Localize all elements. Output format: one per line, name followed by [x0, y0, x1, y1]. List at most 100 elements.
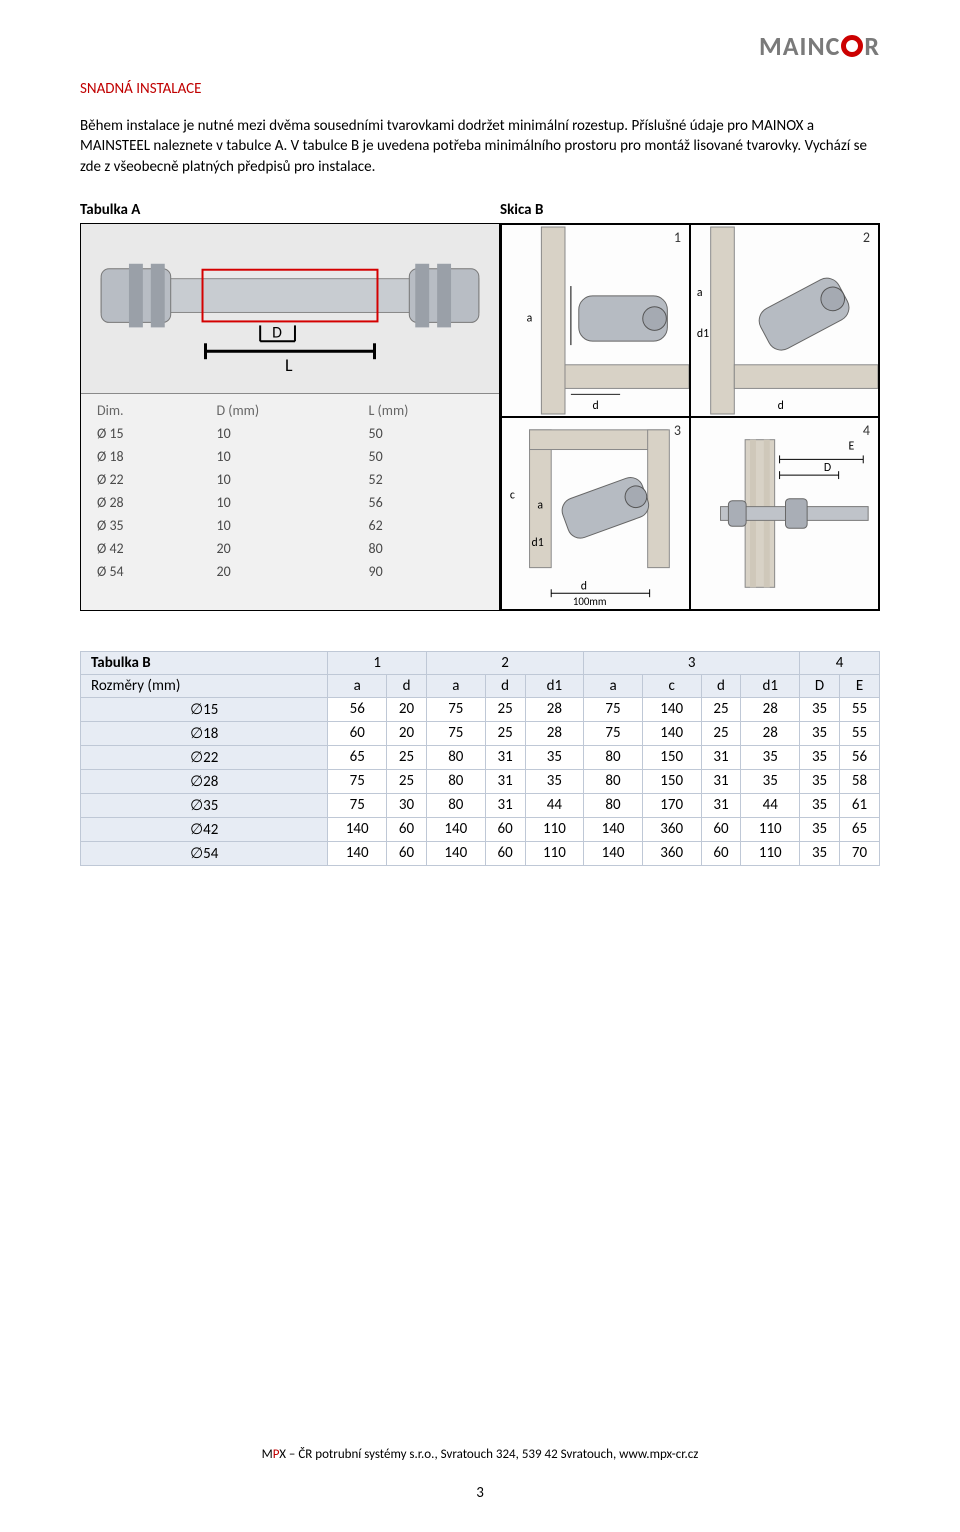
svg-text:D: D — [272, 323, 282, 342]
tabB-cell: 60 — [485, 841, 525, 865]
tabB-cell: 20 — [387, 721, 427, 745]
tabB-cell: 25 — [387, 769, 427, 793]
grp-4: 4 — [800, 651, 880, 674]
tabB-cell: 75 — [584, 697, 643, 721]
svg-text:d: d — [778, 399, 784, 413]
tabB-cell: 80 — [584, 745, 643, 769]
tabB-cell: 360 — [642, 841, 701, 865]
svg-text:a: a — [697, 286, 703, 300]
tabB-cell: 35 — [741, 769, 800, 793]
tabB-cell: 31 — [485, 793, 525, 817]
tabB-cell: 150 — [642, 745, 701, 769]
tabA-cell: Ø 22 — [81, 468, 200, 491]
tabB-cell: 75 — [584, 721, 643, 745]
tabB-cell: 25 — [485, 721, 525, 745]
tabA-cell: 80 — [353, 537, 500, 560]
tabB-cell: 25 — [701, 721, 741, 745]
svg-text:100mm: 100mm — [573, 595, 607, 608]
tabA-col-d: D (mm) — [200, 394, 352, 422]
tabB-cell: 35 — [800, 745, 840, 769]
svg-text:a: a — [537, 498, 543, 512]
tabB-cell: 25 — [485, 697, 525, 721]
pipe-drawing: D L — [81, 224, 499, 394]
tabB-cell: 60 — [701, 817, 741, 841]
footer-m: M — [262, 1447, 273, 1462]
tabB-cell: 25 — [387, 745, 427, 769]
tabB-dim: ∅28 — [81, 769, 328, 793]
tabA-cell: 62 — [353, 514, 500, 537]
tabB-cell: 150 — [642, 769, 701, 793]
tabulka-a-table: Dim. D (mm) L (mm) Ø 151050Ø 181050Ø 221… — [81, 394, 499, 583]
svg-text:d: d — [593, 399, 599, 413]
tabA-cell: 20 — [200, 537, 352, 560]
svg-text:d1: d1 — [532, 536, 544, 550]
tabA-col-dim: Dim. — [81, 394, 200, 422]
svg-text:d1: d1 — [697, 327, 709, 341]
tabB-cell: 140 — [427, 817, 486, 841]
tabB-cell: 35 — [800, 721, 840, 745]
tabB-cell: 44 — [741, 793, 800, 817]
section-title: SNADNÁ INSTALACE — [80, 80, 880, 98]
intro-paragraph: Během instalace je nutné mezi dvěma sous… — [80, 116, 880, 177]
tabB-cell: 140 — [328, 817, 387, 841]
tabB-cell: 65 — [328, 745, 387, 769]
tabB-cell: 80 — [427, 769, 486, 793]
tabB-dim: ∅15 — [81, 697, 328, 721]
tabB-cell: 75 — [427, 697, 486, 721]
tabB-cell: 60 — [387, 841, 427, 865]
tabA-cell: 10 — [200, 445, 352, 468]
tabB-cell: 35 — [800, 817, 840, 841]
tabB-cell: 44 — [525, 793, 584, 817]
tabB-cell: 140 — [328, 841, 387, 865]
brand-logo: MAINC R — [759, 30, 880, 62]
tabB-cell: 35 — [800, 769, 840, 793]
tabA-cell: 10 — [200, 514, 352, 537]
svg-text:a: a — [527, 311, 533, 325]
tabA-cell: 10 — [200, 468, 352, 491]
skica-num-2: 2 — [863, 229, 870, 246]
tabB-cell: 20 — [387, 697, 427, 721]
logo-text-left: MAINC — [759, 30, 840, 62]
tabB-cell: 25 — [701, 697, 741, 721]
label-skica-b: Skica B — [500, 201, 543, 219]
svg-text:D: D — [824, 461, 831, 475]
tabB-cell: 55 — [840, 697, 880, 721]
tabB-cell: 31 — [485, 769, 525, 793]
tabA-cell: 56 — [353, 491, 500, 514]
tabB-cell: 35 — [525, 769, 584, 793]
skica-num-1: 1 — [674, 229, 681, 246]
tabA-cell: Ø 42 — [81, 537, 200, 560]
grp-3: 3 — [584, 651, 800, 674]
skica-cell-2: 2 a d1 d — [690, 224, 879, 417]
tabB-cell: 31 — [701, 769, 741, 793]
tabB-cell: 140 — [427, 841, 486, 865]
tabB-cell: 35 — [525, 745, 584, 769]
tabB-cell: 31 — [701, 745, 741, 769]
tabB-cell: 170 — [642, 793, 701, 817]
tabB-cell: 56 — [328, 697, 387, 721]
tabB-cell: 75 — [427, 721, 486, 745]
tabB-cell: 55 — [840, 721, 880, 745]
tabB-cell: 110 — [741, 817, 800, 841]
tabB-cell: 110 — [525, 841, 584, 865]
page-footer: MPX – ČR potrubní systémy s.r.o., Svrato… — [0, 1447, 960, 1502]
grp-2: 2 — [427, 651, 584, 674]
grp-1: 1 — [328, 651, 427, 674]
logo-ring-icon — [841, 35, 863, 57]
tabB-cell: 31 — [485, 745, 525, 769]
tabB-cell: 70 — [840, 841, 880, 865]
tabB-cell: 75 — [328, 769, 387, 793]
tabA-cell: Ø 28 — [81, 491, 200, 514]
tabB-cell: 80 — [584, 793, 643, 817]
tabA-cell: 20 — [200, 560, 352, 583]
svg-text:d: d — [581, 579, 587, 593]
tabB-cell: 140 — [584, 817, 643, 841]
skica-cell-1: 1 a d — [501, 224, 690, 417]
tabB-title: Tabulka B — [81, 651, 328, 674]
pipe-svg: D L — [81, 224, 499, 393]
svg-text:c: c — [510, 488, 515, 502]
tabB-cell: 35 — [741, 745, 800, 769]
tabB-dim: ∅18 — [81, 721, 328, 745]
tabA-cell: 50 — [353, 445, 500, 468]
tabB-cell: 28 — [741, 697, 800, 721]
